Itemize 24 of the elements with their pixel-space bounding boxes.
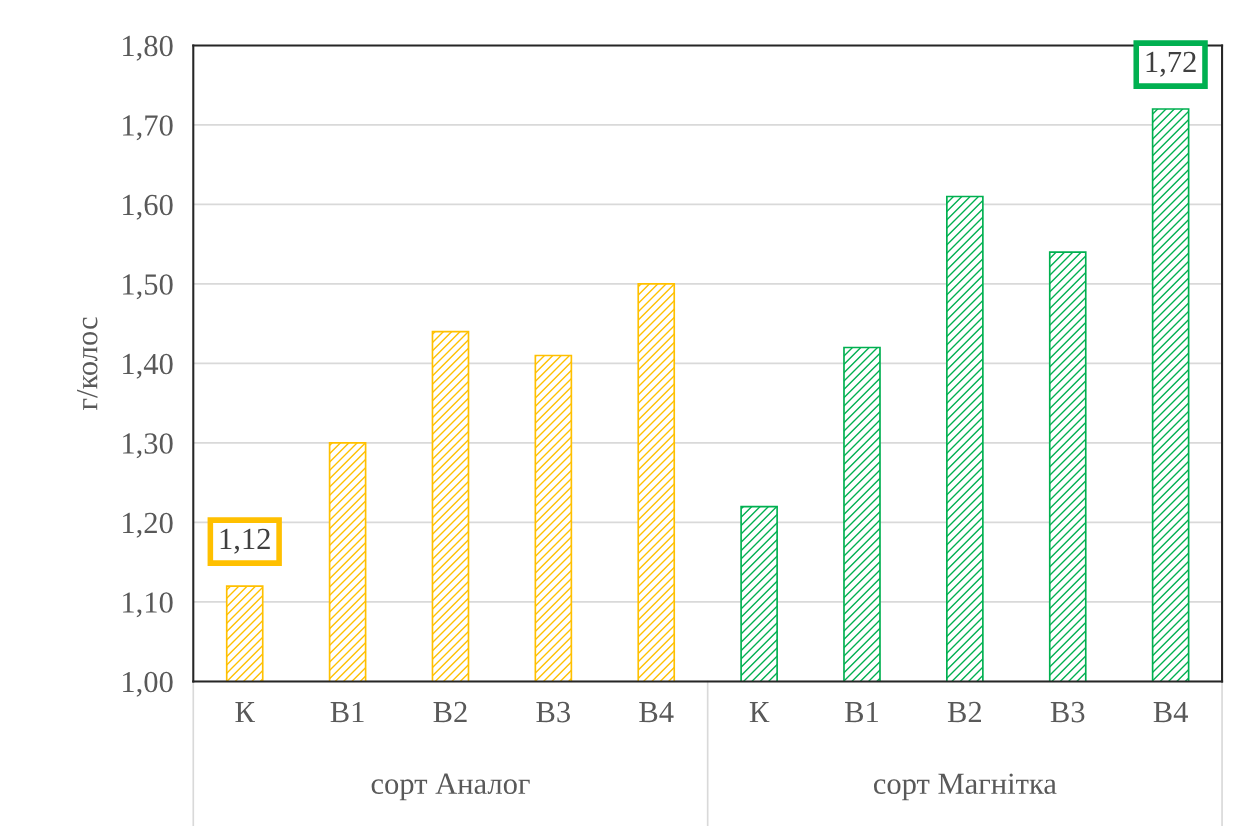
- text: сорт Аналог: [371, 773, 530, 801]
- data-label: 1,72: [1146, 51, 1196, 77]
- y-tick-label: 1,10: [123, 592, 173, 618]
- x-tick-label: В1: [330, 701, 364, 723]
- y-tick-label: 1,00: [123, 671, 173, 697]
- x-tick-label: К: [749, 702, 770, 723]
- x-tick-label: В4: [639, 701, 674, 723]
- x-tick-label: В2: [947, 701, 982, 723]
- x-tick-label: В1: [845, 701, 878, 723]
- text: сорт Магнітка: [873, 773, 1057, 801]
- y-axis-title: г/колос: [77, 317, 98, 410]
- x-tick-label: В2: [433, 701, 467, 723]
- x-tick-label: В3: [536, 701, 570, 723]
- y-tick-label: 1,50: [123, 274, 173, 300]
- x-tick-label: В4: [1153, 701, 1188, 723]
- data-label: 1,12: [220, 528, 270, 554]
- y-tick-label: 1,80: [123, 35, 173, 61]
- y-tick-label: 1,60: [123, 194, 173, 220]
- y-tick-label: 1,20: [123, 512, 173, 538]
- x-tick-label: К: [235, 702, 256, 723]
- y-tick-label: 1,30: [123, 433, 173, 459]
- x-tick-label: В3: [1050, 701, 1085, 723]
- y-tick-label: 1,40: [123, 353, 173, 379]
- y-tick-label: 1,70: [123, 115, 173, 141]
